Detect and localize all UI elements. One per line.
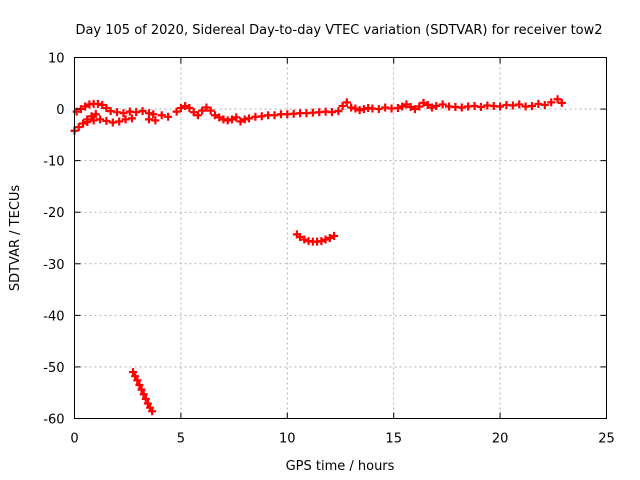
plot-frame [74,57,607,419]
y-axis-label: SDTVAR / TECUs [8,185,23,292]
data-point [321,235,330,244]
data-point [206,106,215,115]
data-point [406,103,415,112]
data-point [74,123,83,132]
data-point [181,101,190,110]
data-point [148,407,157,416]
y-tick-label: 0 [56,103,64,118]
x-tick-label: 10 [279,432,296,447]
data-point [428,103,437,112]
x-tick-label: 20 [492,432,509,447]
data-point [137,385,146,394]
data-point [334,107,343,116]
data-point [202,103,211,112]
data-point [79,119,88,128]
x-tick-label: 5 [177,432,185,447]
data-point [133,376,142,385]
data-point [476,103,485,112]
data-point [215,113,224,122]
data-point [317,237,326,246]
data-point [236,117,245,126]
data-point [402,100,411,109]
tick-layer: 0 5 10 15 20 25 -60 -50 -40 -30 -20 -10 0 10 [43,52,615,447]
data-point [157,111,166,120]
data-point [83,117,92,126]
data-point [438,100,447,109]
data-point [172,107,181,116]
data-point [102,104,111,113]
data-point [374,105,383,114]
data-point [138,107,147,116]
data-point [143,399,152,408]
data-point [528,101,537,110]
data-point [515,100,524,109]
data-point [139,390,148,399]
data-point [115,117,124,126]
data-point [496,102,505,111]
data-point [91,110,100,119]
data-point [87,112,96,121]
data-point [342,98,351,107]
data-point [300,235,309,244]
data-point [553,95,562,104]
data-point [198,106,207,115]
data-point [432,101,441,110]
data-point [393,104,402,113]
y-tick-label: -30 [43,258,64,273]
data-point [338,101,347,110]
data-point [164,112,173,121]
data-point [129,368,138,377]
data-point [227,115,236,124]
data-point [325,234,334,242]
y-tick-label: -50 [43,361,64,376]
data-point [210,111,219,120]
data-layer [70,95,566,416]
data-point [193,111,202,120]
chart-title: Day 105 of 2020, Sidereal Day-to-day VTE… [75,23,602,38]
data-point [351,104,360,113]
data-point [423,100,432,109]
data-point [131,372,140,381]
data-point [547,98,556,107]
data-point [135,380,144,389]
x-tick-label: 15 [385,432,402,447]
data-point [185,104,194,113]
data-point [96,115,105,124]
y-tick-label: 10 [48,52,65,67]
data-point [419,98,428,107]
data-point [176,104,185,113]
data-point [410,105,419,114]
y-tick-label: -10 [43,155,64,170]
y-tick-label: -60 [43,413,64,428]
data-point [415,102,424,111]
data-point [102,116,111,125]
data-point [330,231,339,240]
data-point [244,114,253,123]
data-point [398,102,407,111]
x-tick-label: 0 [70,432,78,447]
y-tick-label: -40 [43,309,64,324]
data-point [189,108,198,117]
data-point [540,100,549,109]
data-point [127,114,136,123]
data-point [119,109,128,118]
data-point [557,98,566,107]
data-point [98,100,107,109]
data-point [149,110,158,119]
data-point [232,113,241,122]
data-point [141,394,150,403]
x-tick-label: 25 [598,432,615,447]
y-tick-label: -20 [43,206,64,221]
data-point [151,116,160,125]
data-point [296,232,305,241]
x-axis-label: GPS time / hours [286,459,395,474]
data-point [81,102,90,111]
